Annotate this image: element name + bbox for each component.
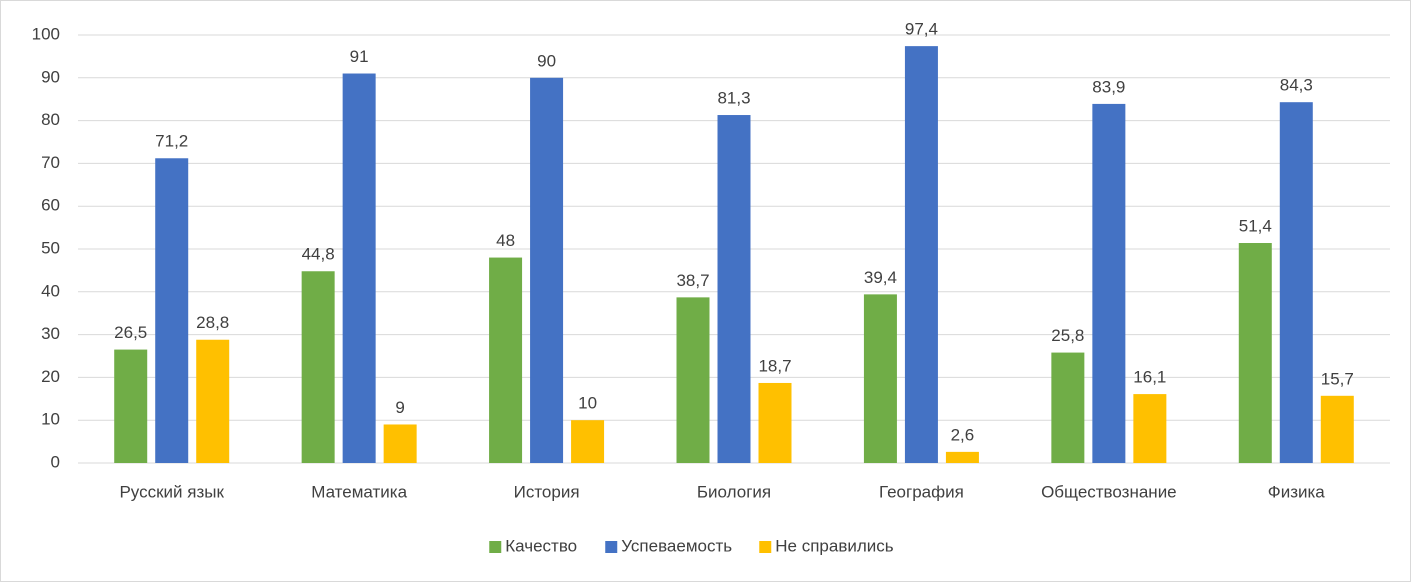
- data-label: 51,4: [1239, 216, 1272, 235]
- bar: [1238, 243, 1272, 463]
- x-tick-label: Обществознание: [1041, 482, 1177, 501]
- bar: [301, 271, 335, 463]
- y-tick-label: 10: [41, 410, 60, 429]
- data-label: 15,7: [1321, 369, 1354, 388]
- data-label: 28,8: [196, 313, 229, 332]
- y-tick-label: 20: [41, 367, 60, 386]
- x-tick-label: Биология: [697, 482, 771, 501]
- bar: [676, 297, 710, 463]
- data-label: 18,7: [758, 356, 791, 375]
- data-label: 38,7: [676, 271, 709, 290]
- data-label: 16,1: [1133, 368, 1166, 387]
- legend-swatch: [489, 541, 502, 553]
- x-tick-label: История: [514, 482, 580, 501]
- bar: [114, 349, 148, 463]
- data-label: 90: [537, 51, 556, 70]
- bar: [717, 115, 751, 463]
- bar: [863, 294, 897, 463]
- y-tick-label: 40: [41, 281, 60, 300]
- bar: [196, 339, 230, 463]
- bar: [342, 73, 376, 464]
- y-tick-label: 80: [41, 110, 60, 129]
- legend-label: Успеваемость: [621, 536, 732, 555]
- bar: [1133, 394, 1167, 463]
- data-label: 48: [496, 231, 515, 250]
- legend-swatch: [759, 541, 772, 553]
- bar: [489, 257, 523, 463]
- x-tick-label: Русский язык: [119, 482, 224, 501]
- bar: [530, 77, 564, 464]
- data-label: 26,5: [114, 323, 147, 342]
- bar: [571, 420, 605, 463]
- legend-label: Не справились: [775, 536, 894, 555]
- bar: [1279, 102, 1313, 464]
- bar: [1320, 395, 1354, 463]
- x-tick-label: Математика: [311, 482, 407, 501]
- bar: [1092, 103, 1126, 464]
- data-label: 9: [395, 398, 404, 417]
- bar: [155, 158, 189, 464]
- bar: [1051, 352, 1085, 463]
- data-label: 91: [350, 47, 369, 66]
- x-tick-label: Физика: [1268, 482, 1326, 501]
- data-label: 84,3: [1280, 76, 1313, 95]
- y-tick-label: 0: [51, 452, 60, 471]
- y-tick-label: 70: [41, 153, 60, 172]
- bar: [758, 382, 792, 463]
- data-label: 25,8: [1051, 326, 1084, 345]
- data-label: 2,6: [951, 425, 975, 444]
- data-label: 83,9: [1092, 77, 1125, 96]
- y-tick-label: 100: [32, 24, 60, 43]
- x-tick-label: География: [879, 482, 964, 501]
- bar: [945, 451, 979, 463]
- legend-swatch: [605, 541, 618, 553]
- bar: [383, 424, 417, 463]
- bar: [904, 46, 938, 464]
- y-tick-label: 60: [41, 196, 60, 215]
- data-label: 39,4: [864, 268, 897, 287]
- data-label: 97,4: [905, 20, 938, 39]
- y-tick-label: 30: [41, 324, 60, 343]
- data-label: 81,3: [717, 89, 750, 108]
- y-tick-label: 50: [41, 238, 60, 257]
- legend-label: Качество: [505, 536, 577, 555]
- y-tick-label: 90: [41, 67, 60, 86]
- data-label: 44,8: [302, 245, 335, 264]
- data-label: 71,2: [155, 132, 188, 151]
- data-label: 10: [578, 394, 597, 413]
